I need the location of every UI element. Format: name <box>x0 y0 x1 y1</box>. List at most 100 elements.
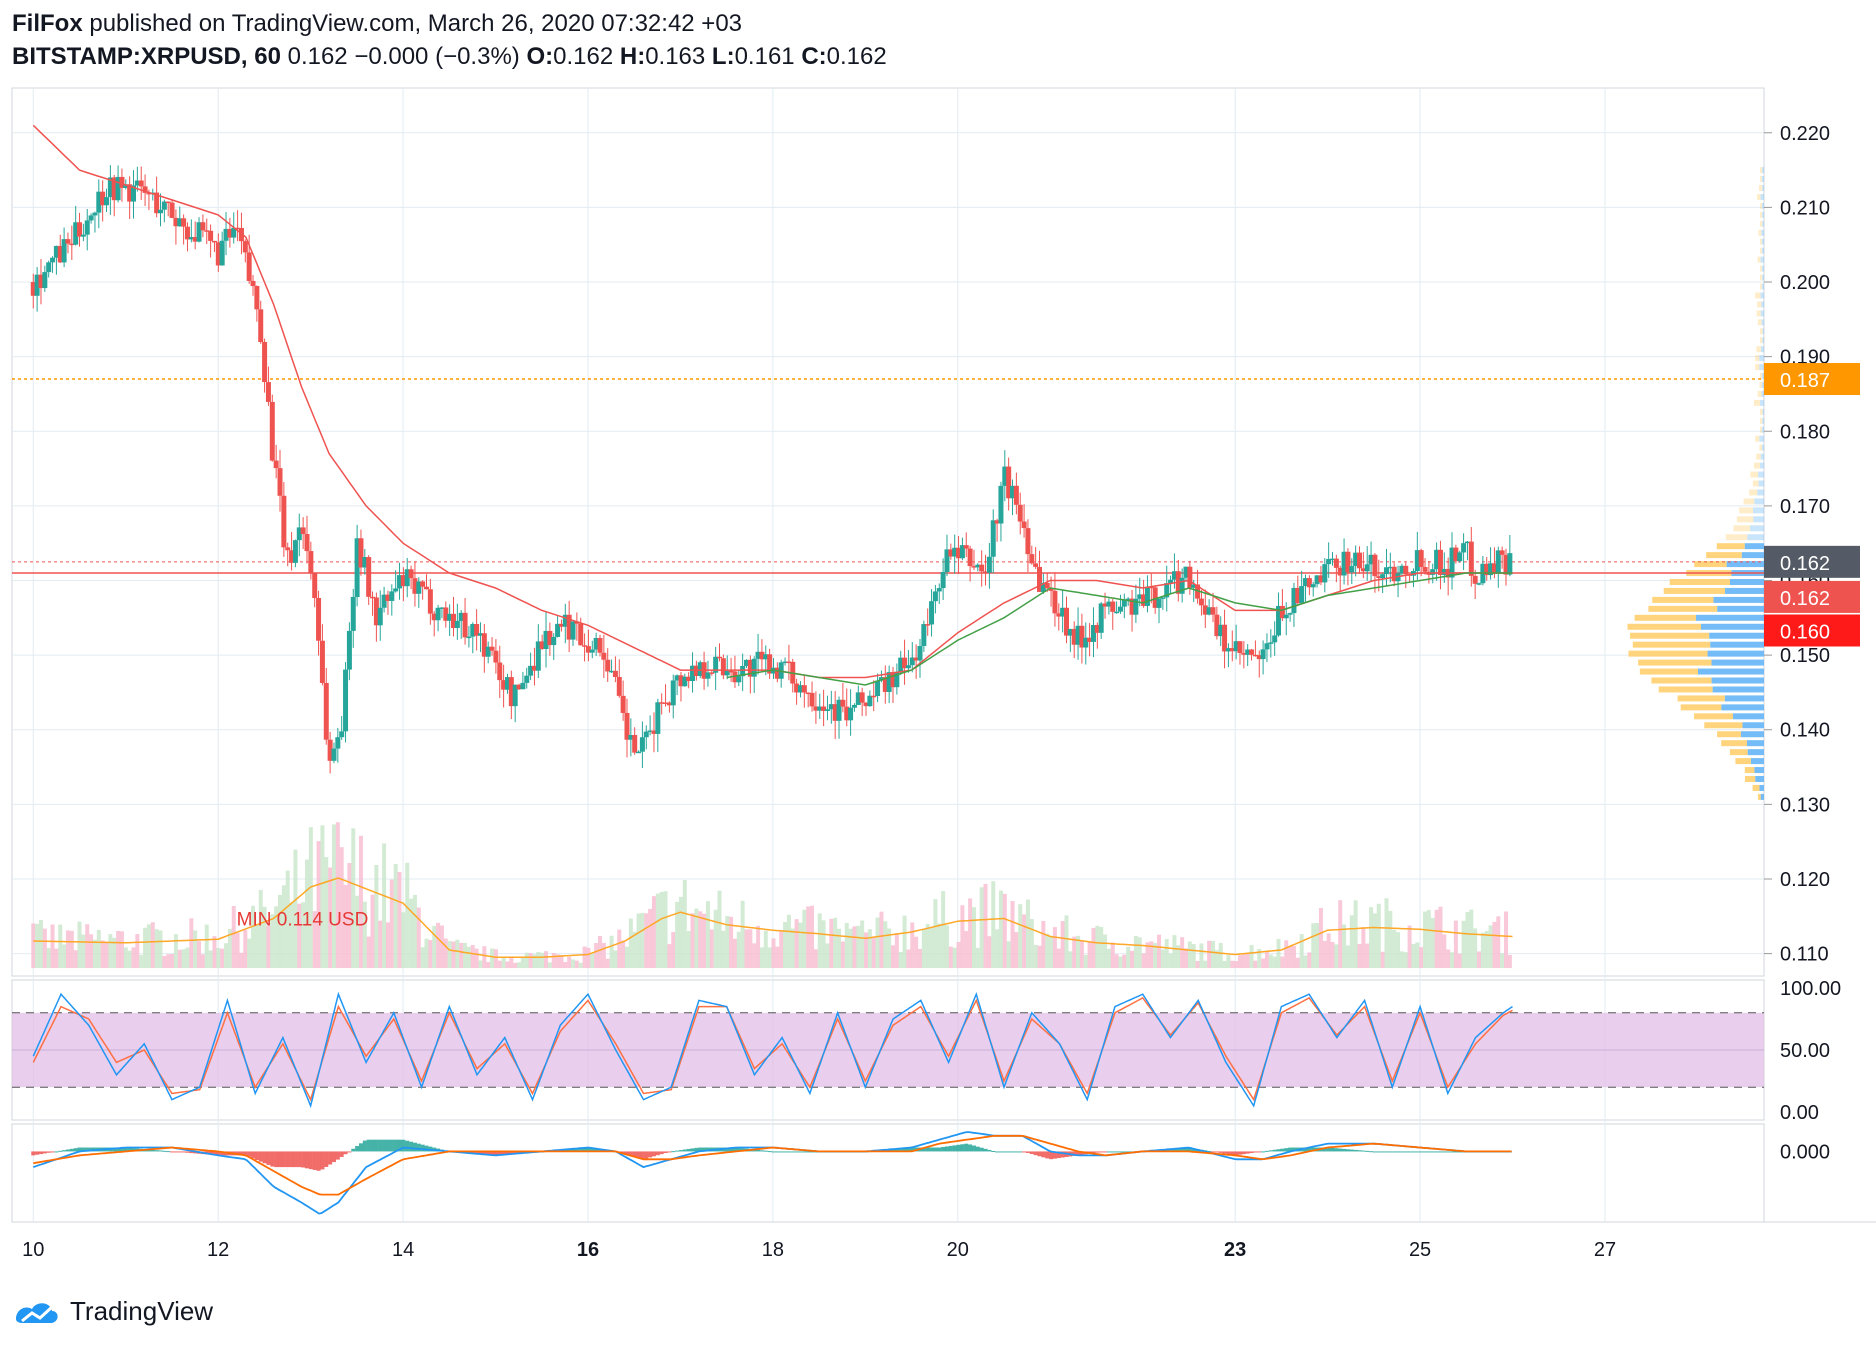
volume-bar <box>1060 921 1065 968</box>
tradingview-footer[interactable]: TradingView <box>12 1296 213 1327</box>
macd-histogram-bar <box>220 1151 225 1156</box>
volume-bar <box>362 901 367 968</box>
volume-bar <box>952 947 957 968</box>
volume-bar <box>910 922 915 968</box>
macd-histogram-bar <box>1361 1150 1366 1152</box>
volume-bar <box>547 962 552 968</box>
volume-bar <box>1396 932 1401 968</box>
macd-histogram-bar <box>995 1151 1000 1153</box>
macd-histogram-bar <box>975 1146 980 1152</box>
volume-profile-bar <box>1760 337 1763 344</box>
volume-bar <box>520 956 525 968</box>
volume-profile-bar <box>1638 659 1712 666</box>
macd-histogram-bar <box>1326 1147 1331 1152</box>
volume-bar <box>231 906 236 968</box>
macd-histogram-bar <box>270 1151 275 1167</box>
volume-bar <box>1018 904 1023 968</box>
macd-histogram-bar <box>193 1151 198 1154</box>
candle-body <box>832 704 838 721</box>
candle-body <box>890 672 896 688</box>
candle-body <box>570 621 576 640</box>
candle-body <box>520 682 526 690</box>
candle-body <box>104 197 110 206</box>
candle-body <box>30 282 36 296</box>
volume-bar <box>821 920 826 968</box>
candle-body <box>817 706 823 711</box>
volume-profile-bar <box>1752 480 1759 487</box>
candle-body <box>370 596 376 599</box>
macd-histogram-bar <box>1353 1149 1358 1152</box>
volume-profile-bar <box>1721 740 1747 747</box>
volume-profile-bar <box>1721 704 1764 711</box>
volume-bar <box>1176 945 1181 968</box>
candle-body <box>1368 554 1374 565</box>
macd-histogram-bar <box>351 1148 356 1152</box>
macd-histogram-bar <box>274 1151 279 1168</box>
candle-body <box>215 242 221 266</box>
macd-histogram-bar <box>702 1147 707 1152</box>
volume-bar <box>528 953 533 968</box>
price-axis-label-text: 0.162 <box>1780 588 1830 610</box>
macd-histogram-bar <box>636 1151 641 1158</box>
candle-body <box>447 613 453 621</box>
volume-profile-bar <box>1754 462 1761 469</box>
candle-body <box>327 739 333 761</box>
macd-histogram-bar <box>1172 1148 1177 1152</box>
volume-bar <box>1160 949 1165 968</box>
volume-bar <box>1049 935 1054 968</box>
volume-profile-bar <box>1753 399 1761 406</box>
macd-histogram-bar <box>1049 1151 1054 1160</box>
macd-histogram-bar <box>894 1148 899 1152</box>
volume-bar <box>1095 925 1100 968</box>
candle-body <box>705 672 711 679</box>
volume-bar <box>1500 953 1505 968</box>
candle-body <box>1087 637 1093 642</box>
volume-profile-bar <box>1762 444 1764 451</box>
candle-body <box>404 569 410 587</box>
volume-profile-bar <box>1735 758 1751 765</box>
volume-bar <box>355 895 360 968</box>
candle-body <box>1071 628 1077 645</box>
macd-histogram-bar <box>775 1151 780 1153</box>
volume-bar <box>663 891 668 968</box>
candle-body <box>1272 635 1278 643</box>
volume-bar <box>119 931 124 968</box>
candle-body <box>1044 582 1050 589</box>
volume-bar <box>1503 911 1508 968</box>
candle-body <box>1010 485 1016 499</box>
volume-bar <box>166 954 171 968</box>
candle-body <box>670 680 676 706</box>
author-name[interactable]: FilFox <box>12 10 83 37</box>
volume-bar <box>1029 919 1034 968</box>
candle-body <box>235 227 241 230</box>
macd-histogram-bar <box>1222 1151 1227 1154</box>
candle-body <box>1021 521 1027 529</box>
candle-body <box>439 607 445 609</box>
macd-histogram-bar <box>1253 1151 1258 1153</box>
chart-canvas[interactable]: 10 12 14 16 18 20 23 25 270.2200.2100.2000.1900.… <box>0 0 1876 1280</box>
volume-bar <box>320 825 325 968</box>
volume-bar <box>1330 942 1335 968</box>
macd-histogram-bar <box>671 1151 676 1153</box>
macd-histogram-bar <box>779 1151 784 1153</box>
candle-body <box>1299 586 1305 604</box>
volume-profile-bar <box>1760 220 1763 227</box>
price-axis-label <box>1764 614 1860 647</box>
macd-histogram-bar <box>1079 1151 1084 1155</box>
candle-body <box>1291 587 1297 614</box>
candle-body <box>909 657 915 666</box>
volume-bar <box>1380 951 1385 968</box>
volume-bar <box>85 924 90 968</box>
candle-body <box>512 684 518 707</box>
candle-body <box>979 564 985 572</box>
macd-histogram-bar <box>1014 1151 1019 1153</box>
volume-profile-bar <box>1757 301 1762 308</box>
candle-body <box>38 274 44 289</box>
volume-bar <box>382 843 387 968</box>
macd-histogram-bar <box>154 1150 159 1152</box>
macd-histogram-bar <box>42 1151 47 1154</box>
candle-body <box>1507 553 1513 575</box>
candle-body <box>728 670 734 673</box>
macd-histogram-bar <box>170 1151 175 1153</box>
volume-bar <box>459 942 464 968</box>
